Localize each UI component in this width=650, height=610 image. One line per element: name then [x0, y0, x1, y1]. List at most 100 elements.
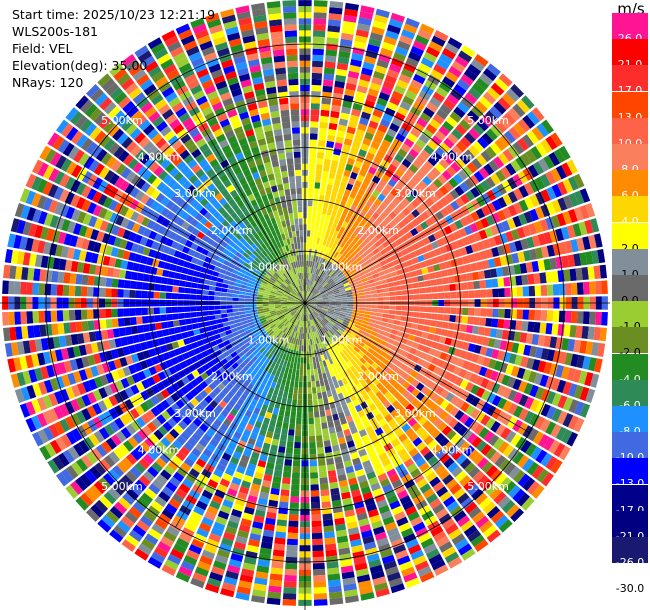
velocity-gate [488, 159, 500, 172]
velocity-gate [369, 564, 384, 574]
velocity-gate [123, 280, 131, 289]
velocity-gate [86, 188, 97, 201]
velocity-gate [380, 86, 393, 96]
velocity-gate [581, 326, 589, 339]
velocity-gate [455, 315, 462, 323]
velocity-gate [356, 423, 365, 432]
velocity-gate [252, 340, 259, 347]
velocity-gate [223, 325, 231, 331]
velocity-gate [442, 344, 451, 353]
velocity-gate [65, 206, 76, 220]
velocity-gate [561, 366, 570, 380]
velocity-gate [356, 360, 364, 368]
velocity-gate [442, 518, 456, 530]
velocity-gate [515, 156, 527, 170]
velocity-gate [291, 311, 297, 317]
velocity-gate [471, 488, 484, 501]
velocity-gate [312, 54, 324, 62]
velocity-gate [369, 286, 377, 291]
velocity-gate [284, 347, 289, 355]
velocity-gate [576, 237, 585, 252]
velocity-gate [383, 309, 390, 314]
velocity-gate [439, 245, 448, 254]
velocity-gate [337, 56, 350, 65]
velocity-gate [188, 263, 197, 270]
velocity-gate [287, 315, 293, 321]
velocity-gate [352, 102, 363, 111]
velocity-gate [335, 523, 347, 532]
velocity-gate [136, 272, 144, 281]
velocity-gate [513, 392, 523, 404]
velocity-gate [347, 70, 360, 79]
velocity-gate [326, 43, 338, 51]
velocity-gate [235, 279, 243, 284]
velocity-gate [225, 329, 233, 336]
velocity-gate [313, 200, 318, 207]
velocity-gate [505, 163, 517, 176]
velocity-gate [351, 259, 358, 266]
velocity-gate [233, 315, 241, 320]
velocity-gate [99, 309, 106, 319]
velocity-gate [494, 138, 507, 151]
velocity-gate [306, 291, 309, 298]
velocity-gate [296, 417, 302, 425]
velocity-gate [462, 341, 470, 351]
velocity-gate [412, 73, 426, 85]
velocity-gate [82, 213, 92, 226]
velocity-gate [432, 91, 445, 103]
velocity-gate [99, 319, 107, 330]
velocity-gate [387, 261, 395, 268]
velocity-gate [363, 331, 371, 338]
velocity-gate [279, 315, 285, 321]
velocity-gate [365, 398, 374, 407]
velocity-gate [306, 339, 309, 346]
velocity-gate [207, 479, 219, 489]
velocity-gate [523, 410, 535, 424]
velocity-gate [405, 577, 420, 589]
velocity-gate [171, 455, 183, 466]
velocity-gate [192, 572, 207, 583]
velocity-gate [558, 351, 567, 365]
velocity-gate [312, 280, 316, 287]
velocity-gate [320, 213, 326, 221]
velocity-gate [375, 366, 384, 374]
velocity-gate [197, 278, 205, 284]
velocity-gate [325, 549, 338, 557]
velocity-gate [329, 481, 339, 490]
velocity-gate [168, 350, 176, 359]
velocity-gate [39, 445, 52, 461]
velocity-gate [365, 351, 373, 358]
velocity-gate [413, 288, 420, 294]
velocity-gate [145, 398, 155, 409]
velocity-gate [223, 275, 231, 281]
velocity-gate [76, 261, 85, 273]
velocity-gate [437, 285, 444, 292]
velocity-gate [362, 105, 373, 115]
velocity-gate [287, 304, 294, 307]
velocity-gate [325, 276, 332, 283]
velocity-gate [136, 325, 144, 334]
velocity-gate [418, 532, 432, 544]
velocity-gate [454, 323, 462, 332]
velocity-gate [137, 370, 147, 381]
velocity-gate [298, 345, 302, 352]
velocity-gate [341, 299, 348, 302]
velocity-gate [287, 532, 299, 540]
velocity-gate [194, 384, 204, 394]
velocity-gate [315, 268, 319, 275]
velocity-gate [512, 488, 526, 503]
velocity-gate [453, 510, 467, 523]
velocity-gate [513, 331, 522, 342]
velocity-gate [319, 321, 325, 327]
velocity-gate [396, 269, 404, 276]
velocity-gate [239, 314, 246, 319]
velocity-gate [345, 313, 353, 317]
velocity-gate [467, 483, 480, 496]
velocity-gate [415, 224, 424, 233]
velocity-gate [122, 346, 131, 356]
velocity-gate [322, 360, 327, 367]
velocity-gate [3, 327, 11, 342]
velocity-gate [366, 358, 374, 366]
velocity-gate [229, 482, 240, 492]
velocity-gate [86, 405, 97, 418]
